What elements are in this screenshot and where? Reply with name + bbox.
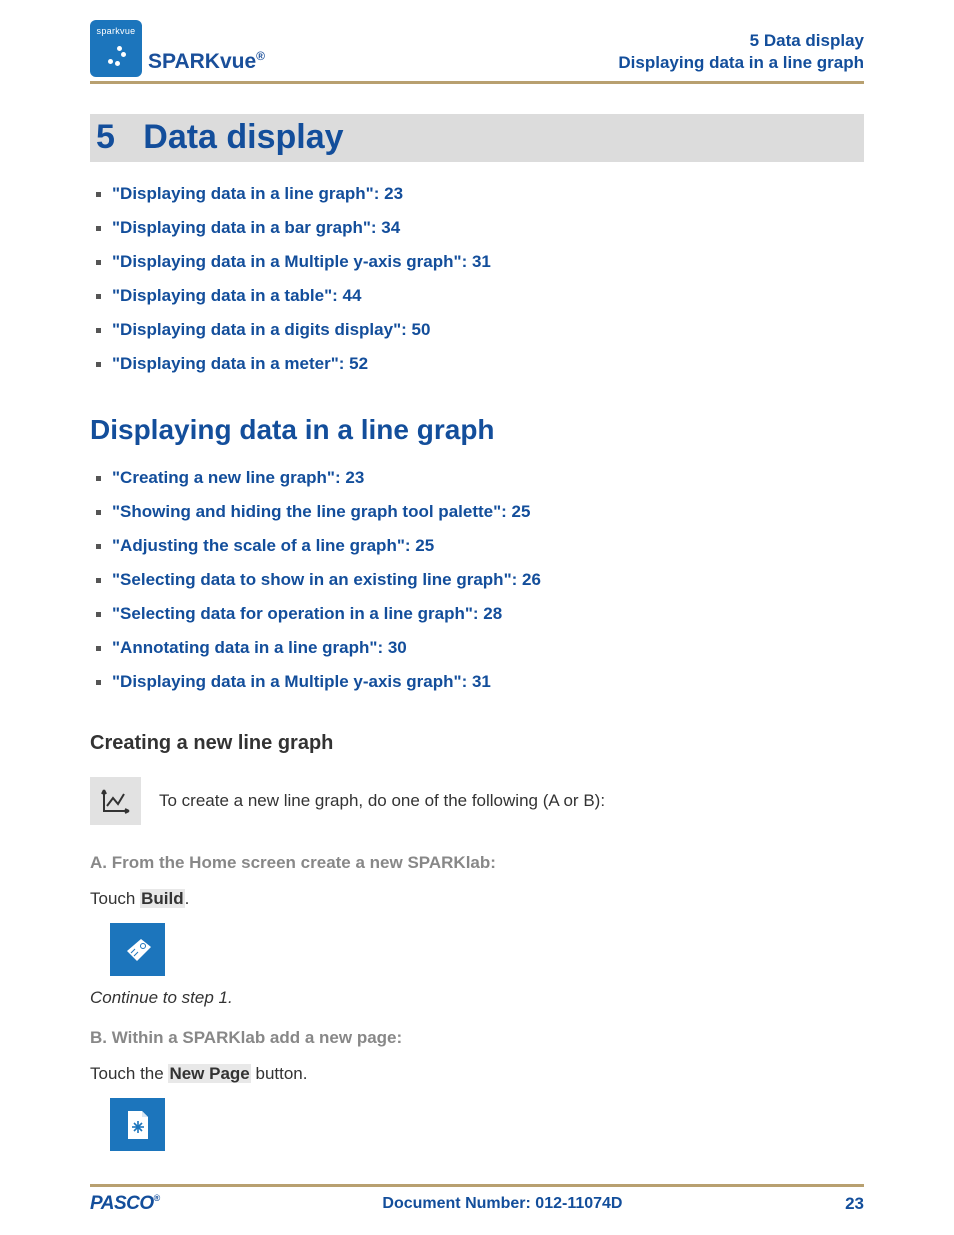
toc-link[interactable]: "Displaying data in a line graph": 23: [112, 184, 864, 204]
step-a-prefix: Touch: [90, 889, 140, 908]
header-left: sparkvue SPARKvue®: [90, 20, 265, 77]
toc-link[interactable]: "Selecting data to show in an existing l…: [112, 570, 864, 590]
continue-text: Continue to step 1.: [90, 988, 864, 1008]
doc-number: Document Number: 012-11074D: [382, 1195, 622, 1213]
toc-link[interactable]: "Displaying data in a bar graph": 34: [112, 218, 864, 238]
page-header: sparkvue SPARKvue® 5 Data display Displa…: [90, 20, 864, 84]
toc-link[interactable]: "Showing and hiding the line graph tool …: [112, 502, 864, 522]
build-highlight: Build: [140, 889, 185, 908]
chapter-title: 5 Data display: [96, 118, 858, 157]
new-page-icon: [110, 1098, 165, 1151]
step-a-label: A. From the Home screen create a new SPA…: [90, 853, 864, 873]
pasco-logo: PASCO®: [90, 1193, 160, 1215]
toc-link[interactable]: "Annotating data in a line graph": 30: [112, 638, 864, 658]
section-toc: "Creating a new line graph": 23 "Showing…: [90, 468, 864, 692]
product-name-text: SPARKvue: [148, 50, 256, 73]
sparkvue-logo-icon: sparkvue: [90, 20, 142, 77]
header-chapter-ref: 5 Data display: [618, 30, 864, 52]
toc-link[interactable]: "Displaying data in a Multiple y-axis gr…: [112, 252, 864, 272]
toc-link[interactable]: "Displaying data in a digits display": 5…: [112, 320, 864, 340]
subsection-heading: Creating a new line graph: [90, 732, 864, 755]
chapter-heading-bar: 5 Data display: [90, 114, 864, 162]
step-b-label: B. Within a SPARKlab add a new page:: [90, 1028, 864, 1048]
toc-link[interactable]: "Displaying data in a table": 44: [112, 286, 864, 306]
line-graph-icon: [90, 777, 141, 825]
toc-link[interactable]: "Creating a new line graph": 23: [112, 468, 864, 488]
page-footer: PASCO® Document Number: 012-11074D 23: [90, 1184, 864, 1215]
toc-link[interactable]: "Displaying data in a Multiple y-axis gr…: [112, 672, 864, 692]
intro-text: To create a new line graph, do one of th…: [159, 791, 605, 811]
toc-link[interactable]: "Adjusting the scale of a line graph": 2…: [112, 536, 864, 556]
chapter-title-text: Data display: [143, 118, 343, 156]
intro-row: To create a new line graph, do one of th…: [90, 777, 864, 825]
chapter-toc: "Displaying data in a line graph": 23 "D…: [90, 184, 864, 374]
toc-link[interactable]: "Selecting data for operation in a line …: [112, 604, 864, 624]
build-app-icon: [110, 923, 165, 976]
chapter-number: 5: [96, 118, 115, 156]
step-b-suffix: button.: [251, 1064, 308, 1083]
document-page: sparkvue SPARKvue® 5 Data display Displa…: [0, 0, 954, 1235]
step-b-instruction: Touch the New Page button.: [90, 1064, 864, 1084]
logo-dots-icon: [106, 46, 126, 66]
header-right: 5 Data display Displaying data in a line…: [618, 30, 864, 77]
header-section-ref: Displaying data in a line graph: [618, 52, 864, 74]
newpage-highlight: New Page: [168, 1064, 250, 1083]
step-a-period: .: [185, 889, 190, 908]
step-b-prefix: Touch the: [90, 1064, 168, 1083]
toc-link[interactable]: "Displaying data in a meter": 52: [112, 354, 864, 374]
product-name: SPARKvue®: [148, 49, 265, 77]
section-heading: Displaying data in a line graph: [90, 414, 864, 446]
step-a-instruction: Touch Build.: [90, 889, 864, 909]
page-number: 23: [845, 1194, 864, 1214]
logo-text: sparkvue: [97, 26, 136, 36]
